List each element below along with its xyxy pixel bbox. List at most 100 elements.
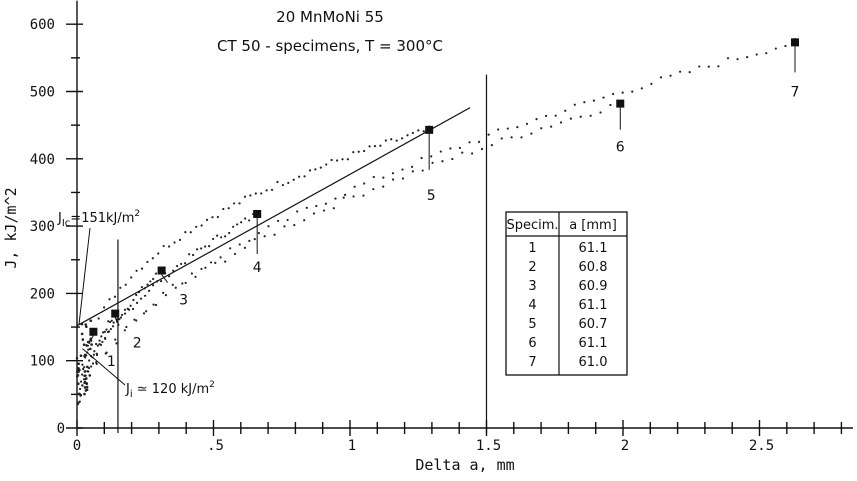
blunting-dot	[83, 392, 86, 396]
blunting-dot	[86, 340, 90, 344]
curve-dot	[471, 152, 474, 155]
curve-dot	[579, 115, 582, 118]
curve-dot	[487, 133, 490, 136]
ji-arrow	[82, 348, 126, 386]
jic-superscript: 2	[134, 209, 140, 219]
curve-dot	[121, 313, 124, 316]
blunting-dot	[85, 385, 89, 389]
curve-dot	[368, 145, 371, 148]
curve-dot	[736, 58, 739, 61]
ji-value: ≃ 120 kJ/m	[133, 382, 210, 397]
curve-dot	[273, 233, 276, 236]
curve-dot	[101, 340, 104, 344]
curve-dot	[228, 231, 231, 235]
curve-dot	[335, 159, 339, 162]
curve-dot	[81, 363, 84, 366]
blunting-dot	[75, 356, 79, 360]
curve-dot	[325, 163, 328, 166]
curve-dot	[142, 312, 146, 315]
curve-dot	[611, 92, 615, 96]
curve-dot	[451, 157, 454, 161]
curve-dot	[176, 264, 179, 268]
curve-dot	[717, 65, 720, 68]
curve-dot	[324, 202, 328, 205]
curve-dot	[592, 99, 596, 102]
curve-dot	[157, 252, 160, 255]
curve-dot	[233, 252, 237, 256]
curve-dot	[283, 225, 286, 228]
curve-dot	[755, 53, 758, 56]
curve-dot	[461, 151, 464, 154]
curve-dot	[168, 245, 171, 248]
curve-dot	[95, 342, 98, 346]
curve-dot	[346, 158, 349, 161]
curve-dot	[281, 183, 284, 187]
curve-dot	[243, 246, 247, 249]
curve-dot	[298, 175, 301, 178]
curve-dot	[244, 217, 247, 220]
blunting-dot	[80, 332, 84, 336]
curve-dot	[343, 193, 347, 196]
curve-dot	[214, 261, 217, 264]
curve-dot	[171, 269, 175, 272]
curve-dot	[516, 126, 519, 129]
curve-dot	[208, 245, 211, 248]
curve-dot	[180, 262, 183, 266]
blunting-dot	[77, 382, 80, 386]
curve-dot	[292, 178, 295, 181]
curve-dot	[147, 289, 151, 292]
curve-dot	[352, 195, 355, 198]
blunting-dot	[85, 377, 88, 380]
blunting-dot	[83, 374, 86, 378]
blunting-dot	[86, 365, 89, 369]
specimen-end-marker	[425, 125, 434, 134]
curve-dot	[421, 169, 424, 172]
curve-dot	[303, 219, 306, 222]
curve-dot	[458, 146, 462, 149]
curve-dot	[293, 223, 296, 227]
curve-dot	[190, 272, 193, 275]
curve-dot	[342, 196, 345, 199]
curve-dot	[81, 373, 84, 376]
curve-dot	[146, 283, 149, 286]
blunting-dot	[79, 354, 83, 358]
table-cell: 60.8	[579, 260, 608, 275]
curve-dot	[90, 365, 93, 368]
curve-dot	[125, 325, 128, 329]
curve-dot	[391, 178, 395, 181]
curve-dot	[131, 307, 135, 311]
curve-dot	[101, 331, 105, 334]
curve-dot	[439, 150, 442, 153]
curve-dot	[544, 114, 548, 117]
x-tick-label: 2.5	[749, 438, 774, 454]
curve-dot	[204, 245, 207, 248]
blunting-dot	[85, 382, 89, 386]
curve-dot	[314, 168, 317, 171]
curve-dot	[87, 348, 90, 351]
specimen-leader	[114, 317, 120, 326]
curve-dot	[181, 282, 184, 285]
blunting-dot	[83, 370, 87, 373]
table-cell: 3	[528, 279, 536, 294]
table-header: Specim.	[506, 218, 558, 233]
curve-dot	[151, 257, 154, 260]
curve-dot	[88, 359, 91, 362]
curve-dot	[784, 44, 787, 48]
curve-dot	[184, 262, 187, 265]
curve-dot	[330, 158, 333, 162]
curve-dot	[238, 202, 241, 205]
curve-dot	[238, 243, 241, 246]
curve-dot	[254, 192, 257, 195]
curve-dot	[305, 206, 308, 209]
blunting-dot	[89, 319, 93, 323]
curve-dot	[395, 139, 398, 142]
curve-dot	[573, 103, 576, 106]
curve-dot	[105, 328, 108, 331]
curve-dot	[82, 367, 85, 371]
curve-dot	[154, 272, 158, 275]
curve-dot	[110, 319, 113, 322]
curve-dot	[430, 155, 433, 158]
curve-dot	[410, 165, 414, 168]
table-cell: 5	[528, 317, 536, 332]
curve-dot	[248, 239, 251, 242]
